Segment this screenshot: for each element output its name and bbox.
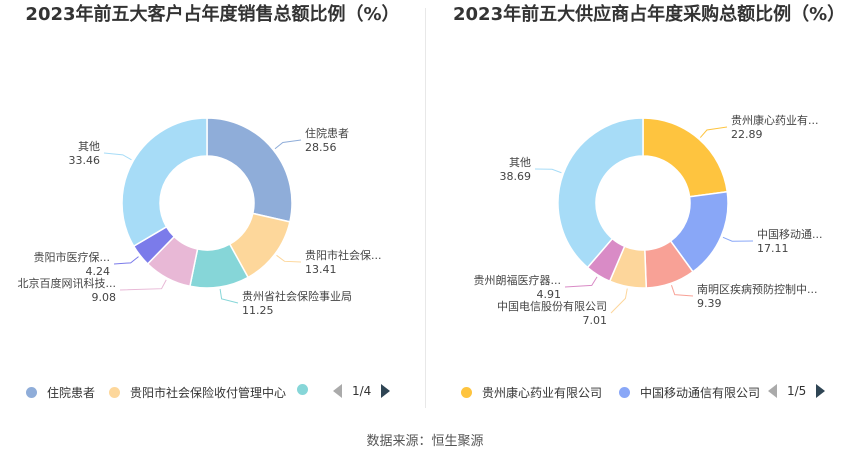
label-leader-line xyxy=(113,256,139,265)
prev-page-icon[interactable] xyxy=(333,384,342,398)
slice-value-label: 4.24 xyxy=(86,265,111,278)
slice-value-label: 38.69 xyxy=(500,170,532,183)
legend-label: 贵阳市社会保险收付管理中心 xyxy=(130,386,287,400)
chart-title: 2023年前五大客户占年度销售总额比例（%） xyxy=(25,4,400,25)
supplier-donut-chart: 贵州康心药业有...22.89 中国移动通...17.11 南明区疾病预防控制中..… xyxy=(474,113,823,327)
supplier-chart-panel: 2023年前五大供应商占年度采购总额比例（%） 贵州康心药业有... 22.89 中… xyxy=(425,0,850,420)
slice-value-label: 17.11 xyxy=(757,242,789,255)
legend-swatch xyxy=(109,387,120,398)
legend-swatch xyxy=(297,384,308,395)
slice-label: 其他 xyxy=(78,140,100,153)
legend-item[interactable] xyxy=(297,384,318,395)
slice-value-label: 9.08 xyxy=(92,291,117,304)
label-leader-line xyxy=(699,126,728,138)
slice-value-label: 33.46 xyxy=(69,154,101,167)
slice-label: 南明区疾病预防控制中... xyxy=(697,282,818,296)
legend-label: 中国移动通信有限公司 xyxy=(640,386,761,400)
customer-chart-panel: 2023年前五大客户占年度销售总额比例（%） 住院患者 28.56 贵阳市社会保..… xyxy=(0,0,425,420)
legend-item[interactable]: 贵州康心药业有限公司 xyxy=(461,384,602,401)
slice-label: 贵阳市社会保... xyxy=(305,248,382,262)
slice-label: 中国移动通... xyxy=(757,228,823,241)
chart-title: 2023年前五大供应商占年度采购总额比例（%） xyxy=(453,4,846,25)
slice-label: 住院患者 xyxy=(305,126,349,140)
slice-label: 中国电信股份有限公司 xyxy=(497,299,607,313)
donut-slice[interactable] xyxy=(121,117,208,248)
label-leader-line xyxy=(534,168,562,174)
legend-page-indicator: 1/5 xyxy=(787,384,807,398)
legend-page-indicator: 1/4 xyxy=(352,384,372,398)
legend-item[interactable]: 中国移动通信有限公司 xyxy=(619,384,760,401)
legend-swatch xyxy=(26,387,37,398)
slice-label: 贵州省社会保险事业局 xyxy=(242,289,352,303)
legend-swatch xyxy=(619,387,630,398)
legend-item[interactable]: 贵阳市社会保险收付管理中心 xyxy=(109,384,286,401)
next-page-icon[interactable] xyxy=(381,384,391,398)
label-leader-line xyxy=(670,285,694,297)
slice-value-label: 4.91 xyxy=(537,288,562,301)
slice-label: 贵阳市医疗保... xyxy=(34,250,111,264)
customer-legend: 住院患者 贵阳市社会保险收付管理中心 1/4 xyxy=(0,384,425,404)
slice-value-label: 7.01 xyxy=(583,314,608,327)
slice-label: 贵州朗福医疗器... xyxy=(474,273,562,287)
data-source-note: 数据来源：恒生聚源 xyxy=(366,434,484,449)
slice-value-label: 11.25 xyxy=(242,304,274,317)
label-leader-line xyxy=(722,236,754,242)
legend-pager: 1/5 xyxy=(768,384,826,398)
label-leader-line xyxy=(219,288,239,304)
slice-value-label: 13.41 xyxy=(305,263,337,276)
label-leader-line xyxy=(276,254,302,263)
slice-value-label: 28.56 xyxy=(305,141,337,154)
legend-label: 贵州康心药业有限公司 xyxy=(482,386,603,400)
donut-slice[interactable] xyxy=(206,117,293,223)
label-leader-line xyxy=(564,276,598,288)
supplier-legend: 贵州康心药业有限公司 中国移动通信有限公司 1/5 xyxy=(425,384,850,404)
slice-label: 其他 xyxy=(509,156,531,169)
donut-slice[interactable] xyxy=(642,117,729,198)
legend-item[interactable]: 住院患者 xyxy=(26,384,95,401)
panel-divider xyxy=(425,8,426,408)
slice-value-label: 22.89 xyxy=(731,128,763,141)
donut-slice[interactable] xyxy=(557,117,644,269)
legend-label: 住院患者 xyxy=(47,386,96,400)
slice-value-label: 9.39 xyxy=(697,297,722,310)
legend-swatch xyxy=(461,387,472,398)
slice-label: 贵州康心药业有... xyxy=(731,113,819,127)
label-leader-line xyxy=(274,139,302,150)
slice-label: 北京百度网讯科技... xyxy=(18,276,117,290)
label-leader-line xyxy=(103,152,132,161)
label-leader-line xyxy=(610,288,628,314)
label-leader-line xyxy=(119,279,167,291)
next-page-icon[interactable] xyxy=(816,384,826,398)
prev-page-icon[interactable] xyxy=(768,384,777,398)
legend-pager: 1/4 xyxy=(333,384,391,398)
